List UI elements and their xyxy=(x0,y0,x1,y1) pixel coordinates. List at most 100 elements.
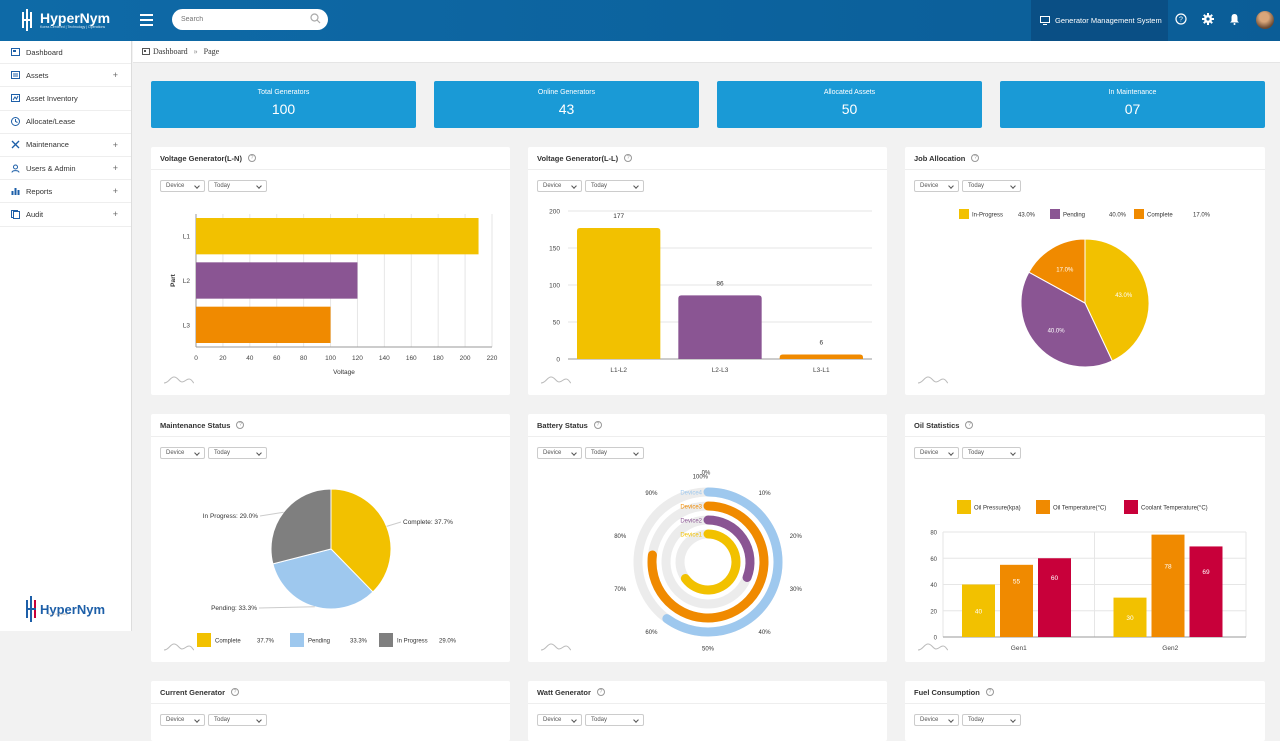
stat-online-generators[interactable]: Online Generators 43 xyxy=(434,81,699,128)
pie-slice-complete[interactable] xyxy=(1028,238,1086,304)
bar-gen2[interactable] xyxy=(1151,534,1185,637)
device-select[interactable]: Device xyxy=(914,447,959,459)
help-icon[interactable]: ? xyxy=(985,688,994,696)
radial-bar-device3[interactable] xyxy=(647,501,769,623)
legend-label[interactable]: Coolant Temperature(°C) xyxy=(1141,506,1208,512)
hypernym-logo-icon xyxy=(22,9,32,31)
notification-bell-icon[interactable] xyxy=(1229,13,1240,25)
device-select[interactable]: Device xyxy=(160,447,205,459)
card-title: Voltage Generator(L-L) xyxy=(537,154,619,163)
legend-label[interactable]: Oil Temperature(°C) xyxy=(1053,506,1106,512)
system-switcher[interactable]: Generator Management System xyxy=(1031,0,1168,41)
legend-label[interactable]: Oil Pressure(kpa) xyxy=(974,506,1021,512)
period-select[interactable]: Today xyxy=(962,180,1021,192)
menu-toggle-icon[interactable] xyxy=(140,14,153,26)
breadcrumb-separator: » xyxy=(193,47,198,56)
bar-gen2[interactable] xyxy=(1189,546,1223,637)
sidebar-item-asset-inventory[interactable]: Asset Inventory xyxy=(0,87,131,111)
period-select[interactable]: Today xyxy=(962,714,1021,726)
device-select[interactable]: Device xyxy=(537,180,582,192)
audit-icon xyxy=(11,209,20,219)
bar-l3[interactable] xyxy=(196,306,331,343)
sidebar-item-assets[interactable]: Assets + xyxy=(0,64,131,88)
y-tick-label: 40 xyxy=(930,583,937,589)
bar-l2[interactable] xyxy=(196,262,358,299)
pie-slice-pending[interactable] xyxy=(1020,271,1113,368)
device-select[interactable]: Device xyxy=(160,714,205,726)
expand-plus-icon[interactable]: + xyxy=(112,209,118,220)
legend-label[interactable]: Pending xyxy=(308,639,330,645)
device-select[interactable]: Device xyxy=(914,180,959,192)
device-select[interactable]: Device xyxy=(914,714,959,726)
sidebar-item-maintenance[interactable]: Maintenance + xyxy=(0,134,131,157)
bar-l1[interactable] xyxy=(196,218,479,255)
bar-gen1[interactable] xyxy=(1000,564,1033,637)
bar-gen2[interactable] xyxy=(1113,597,1147,637)
bar-l3-l1[interactable] xyxy=(779,354,863,359)
device-select[interactable]: Device xyxy=(537,447,582,459)
period-select[interactable]: Today xyxy=(208,714,267,726)
sparkline-icon xyxy=(918,376,948,384)
expand-plus-icon[interactable]: + xyxy=(112,139,118,150)
help-icon[interactable]: ? xyxy=(965,421,974,429)
sidebar-item-label: Assets xyxy=(26,70,49,80)
help-icon[interactable]: ? xyxy=(231,688,240,696)
sidebar-item-reports[interactable]: Reports + xyxy=(0,180,131,204)
x-tick-label: 220 xyxy=(487,355,498,362)
legend-label[interactable]: Complete xyxy=(215,639,241,645)
period-select[interactable]: Today xyxy=(585,180,644,192)
data-label: 6 xyxy=(820,340,824,347)
legend-label[interactable]: In Progress xyxy=(397,639,428,645)
home-icon[interactable] xyxy=(142,48,150,55)
legend-label[interactable]: Complete xyxy=(1147,213,1173,219)
expand-plus-icon[interactable]: + xyxy=(112,70,118,81)
bar-l2-l3[interactable] xyxy=(678,295,762,359)
stat-allocated-assets[interactable]: Allocated Assets 50 xyxy=(717,81,982,128)
pie-slice-in-progress[interactable] xyxy=(270,488,332,565)
help-icon[interactable]: ? xyxy=(1175,13,1187,25)
x-tick-label: 200 xyxy=(460,355,471,362)
radial-bar-device2[interactable] xyxy=(703,515,755,582)
device-select[interactable]: Device xyxy=(537,714,582,726)
period-select[interactable]: Today xyxy=(208,447,267,459)
period-select[interactable]: Today xyxy=(585,714,644,726)
bar-gen1[interactable] xyxy=(1038,558,1071,637)
breadcrumb-home[interactable]: Dashboard xyxy=(153,47,188,56)
stat-total-generators[interactable]: Total Generators 100 xyxy=(151,81,416,128)
help-icon[interactable]: ? xyxy=(593,421,602,429)
search-icon[interactable] xyxy=(310,13,321,24)
help-icon[interactable]: ? xyxy=(624,154,633,162)
radial-bar-device1[interactable] xyxy=(680,529,741,595)
period-select[interactable]: Today xyxy=(585,447,644,459)
legend-label[interactable]: Pending xyxy=(1063,213,1085,219)
radial-bar-device4[interactable] xyxy=(662,487,783,637)
chart-voltage-ln: 0 20 40 60 80 100 120 140 160 180 200 220 L1 L2 L3 Volt… xyxy=(170,214,498,376)
x-tick-label: 100 xyxy=(325,355,336,362)
search-input[interactable] xyxy=(172,9,328,30)
sidebar-item-dashboard[interactable]: Dashboard xyxy=(0,41,131,65)
period-select[interactable]: Today xyxy=(208,180,267,192)
settings-gear-icon[interactable] xyxy=(1202,13,1214,25)
help-icon[interactable]: ? xyxy=(247,154,256,162)
stat-in-maintenance[interactable]: In Maintenance 07 xyxy=(1000,81,1265,128)
bar-gen1[interactable] xyxy=(962,584,995,638)
device-select[interactable]: Device xyxy=(160,180,205,192)
legend-label[interactable]: In-Progress xyxy=(972,213,1003,219)
help-icon[interactable]: ? xyxy=(596,688,605,696)
sidebar-item-users-admin[interactable]: Users & Admin + xyxy=(0,157,131,181)
expand-plus-icon[interactable]: + xyxy=(112,186,118,197)
legend-value: 17.0% xyxy=(1193,213,1211,219)
help-icon[interactable]: ? xyxy=(236,421,245,429)
pie-slice-complete[interactable] xyxy=(330,488,392,593)
expand-plus-icon[interactable]: + xyxy=(112,163,118,174)
sidebar-item-allocate-lease[interactable]: Allocate/Lease xyxy=(0,111,131,134)
sidebar-item-audit[interactable]: Audit + xyxy=(0,203,131,227)
bar-l1-l2[interactable] xyxy=(577,228,661,359)
users-icon xyxy=(11,164,20,173)
x-tick-label: 160 xyxy=(406,355,417,362)
brand-logo[interactable]: HyperNym Korea Centered | Technology | O… xyxy=(22,9,110,31)
help-icon[interactable]: ? xyxy=(971,154,980,162)
user-avatar[interactable] xyxy=(1256,11,1274,29)
pie-slice-in-progress[interactable] xyxy=(1084,238,1150,362)
period-select[interactable]: Today xyxy=(962,447,1021,459)
